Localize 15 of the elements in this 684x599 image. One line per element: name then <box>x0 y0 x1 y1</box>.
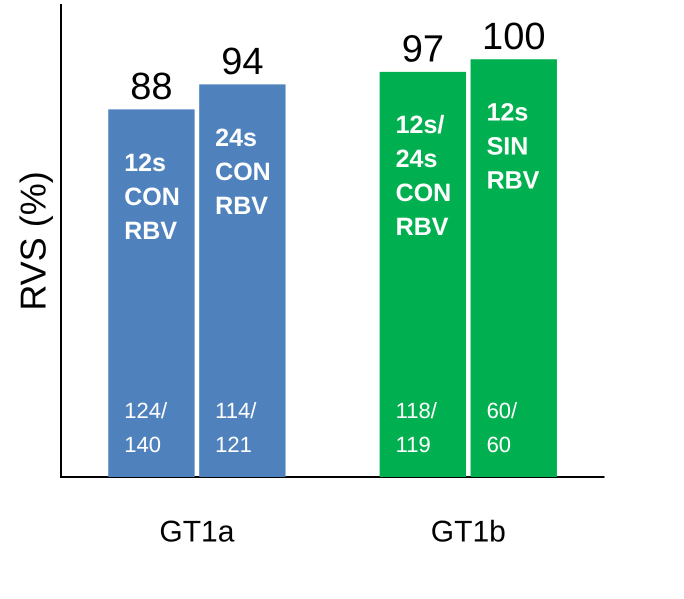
annotation: 60/60 <box>486 398 518 458</box>
data-label: 94 <box>221 40 264 83</box>
annotation: 12s SIN RBV <box>486 98 540 195</box>
annotation: 12s CON RBV <box>124 148 180 245</box>
annotation: 12s/24s CON RBV <box>396 111 452 242</box>
data-label: 97 <box>402 28 444 70</box>
x-tick-label: GT1a <box>159 515 235 548</box>
data-label: 100 <box>482 16 546 58</box>
x-tick-label: GT1b <box>430 515 506 548</box>
data-label: 88 <box>130 66 173 108</box>
annotation: 124/140 <box>124 398 168 458</box>
annotation: 24s CON RBV <box>215 124 271 220</box>
y-axis-title: RVS (%) <box>12 171 54 311</box>
annotation: 118/119 <box>396 398 438 458</box>
annotation: 114/121 <box>215 398 258 458</box>
